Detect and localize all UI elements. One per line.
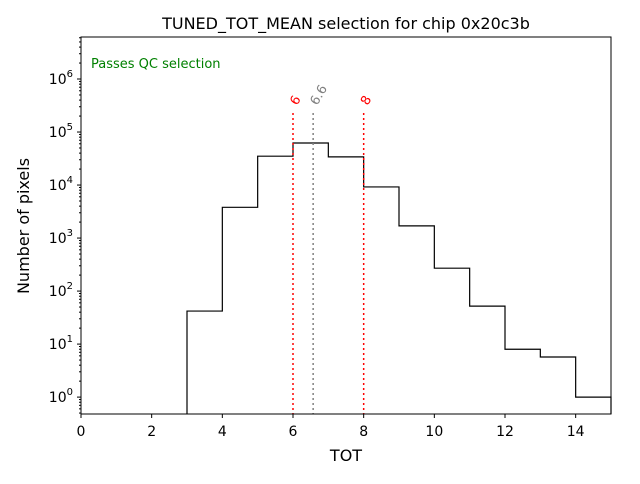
histogram-bin [470,306,505,414]
histogram-bin [540,357,575,414]
y-tick-label: 101 [49,334,73,353]
x-tick-label: 10 [425,424,443,440]
x-tick-label: 14 [567,424,585,440]
y-tick-label: 104 [49,175,73,194]
threshold-label: 6.6 [308,83,331,108]
chart-title: TUNED_TOT_MEAN selection for chip 0x20c3… [161,14,530,34]
x-tick-label: 4 [218,424,227,440]
histogram-bin [399,226,434,414]
histogram-bin [258,156,293,414]
threshold-label: 8 [358,93,375,108]
y-tick-label: 103 [49,228,73,247]
y-tick-label: 102 [49,281,73,300]
histogram-bin [576,397,611,414]
x-axis-label: TOT [329,446,362,465]
x-tick-label: 6 [289,424,298,440]
y-tick-label: 106 [49,69,73,88]
histogram-bin [364,187,399,414]
y-tick-label: 100 [49,387,73,406]
x-tick-label: 12 [496,424,514,440]
histogram-bin [434,268,469,414]
plot-frame [80,36,612,415]
histogram-bin [328,157,363,414]
histogram-bin [187,311,222,414]
x-tick-label: 8 [359,424,368,440]
histogram-bin [222,207,257,414]
x-tick-label: 0 [77,424,86,440]
histogram-bin [293,143,328,414]
histogram-bin [505,349,540,414]
qc-annotation: Passes QC selection [91,57,221,72]
histogram-step-line [186,142,612,414]
y-tick-label: 105 [49,122,73,141]
threshold-label: 6 [287,93,304,108]
x-tick-label: 2 [147,424,156,440]
y-axis-label: Number of pixels [14,158,33,294]
